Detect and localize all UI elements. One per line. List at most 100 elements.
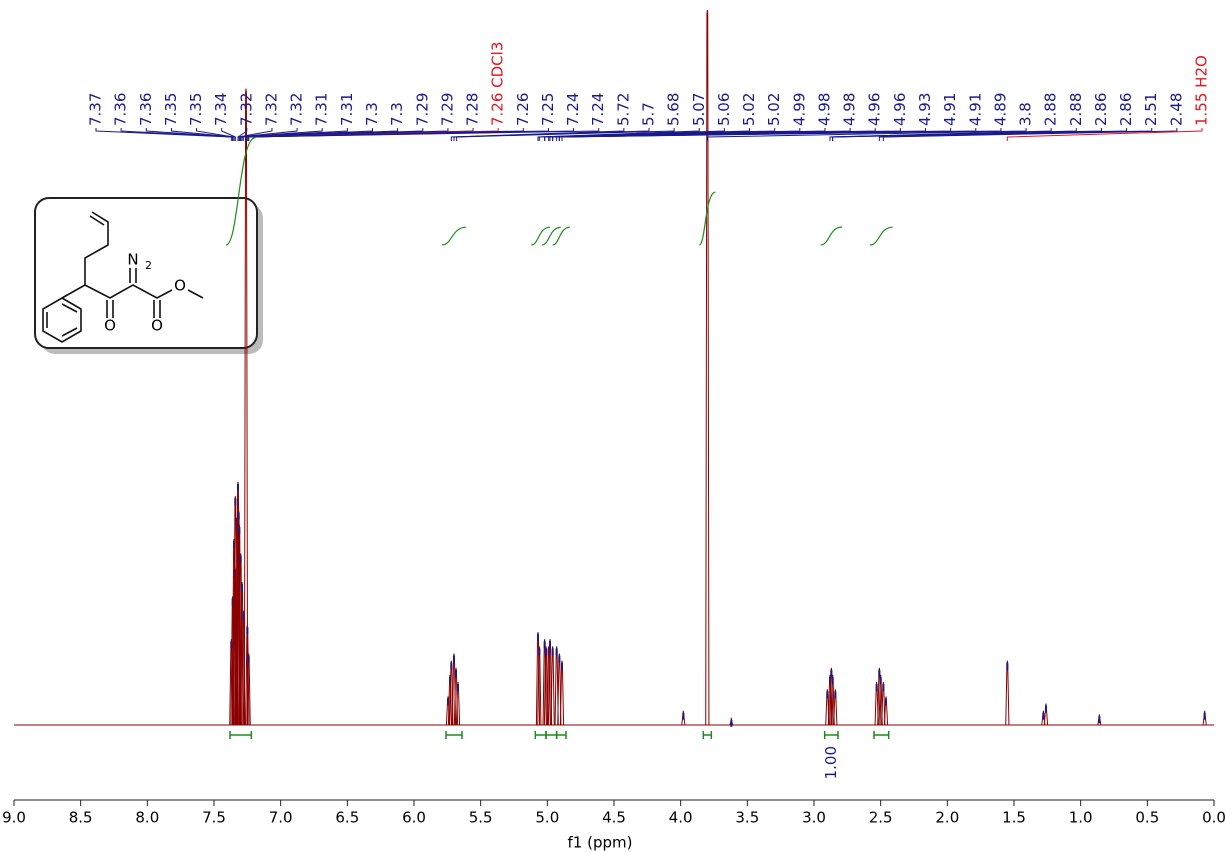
peak-label: 7.37 <box>87 93 105 126</box>
x-tick-label: 3.0 <box>802 809 826 827</box>
peak-label: 5.7 <box>640 102 658 126</box>
integral-label: 1.00 <box>822 746 840 779</box>
atom-label: O <box>151 317 163 335</box>
peak <box>236 510 241 726</box>
peak <box>883 696 889 726</box>
peak <box>874 682 879 726</box>
peak-label: 7.35 <box>187 93 205 126</box>
peak-label: 4.96 <box>891 93 909 126</box>
peak <box>1005 660 1010 726</box>
x-axis-label: f1 (ppm) <box>568 834 633 852</box>
x-tick-label: 3.5 <box>735 809 759 827</box>
integral-bracket <box>534 731 547 739</box>
peak-label: 2.88 <box>1042 93 1060 126</box>
x-tick-label: 8.5 <box>69 809 93 827</box>
peak-label: 7.34 <box>212 93 230 126</box>
peak-label: 7.25 <box>539 93 557 126</box>
x-tick-label: 2.0 <box>935 809 959 827</box>
peak-label: 4.89 <box>991 93 1009 126</box>
peak-label: 7.32 <box>237 93 255 126</box>
x-tick-label: 6.0 <box>402 809 426 827</box>
peak-label: 7.29 <box>438 93 456 126</box>
integral-curve <box>225 137 256 246</box>
integral-curve <box>869 226 893 246</box>
peak-label: 2.86 <box>1092 93 1110 126</box>
x-tick-label: 4.0 <box>669 809 693 827</box>
peak-label-connector <box>238 128 348 141</box>
x-tick-label: 7.0 <box>269 809 293 827</box>
atom-label: O <box>104 317 116 335</box>
peak-label: 4.98 <box>815 93 833 126</box>
peak <box>229 639 234 726</box>
peak <box>825 689 830 726</box>
peak-label: 2.86 <box>1117 93 1135 126</box>
peak-label-connector <box>1006 128 1203 141</box>
peak-label: 4.93 <box>916 93 934 126</box>
integral-curve <box>820 226 843 246</box>
x-tick-label: 1.5 <box>1002 809 1026 827</box>
integral-bracket <box>873 731 890 739</box>
peak-label-connector <box>145 128 234 141</box>
peak-label: 5.02 <box>765 93 783 126</box>
integral-curve <box>552 226 571 246</box>
peak <box>246 653 251 726</box>
peak-label: 7.24 <box>589 93 607 126</box>
peak-label: 2.88 <box>1067 93 1085 126</box>
integral-bracket <box>445 731 463 739</box>
peak-label: 7.26 CDCl3 <box>489 42 507 126</box>
peak <box>878 674 883 726</box>
x-tick-label: 1.0 <box>1069 809 1093 827</box>
peak <box>830 674 835 726</box>
peak-label: 7.31 <box>313 93 331 126</box>
x-tick-label: 7.5 <box>202 809 226 827</box>
peak-label: 2.51 <box>1142 93 1160 126</box>
integral-curve <box>441 226 467 246</box>
integral-bracket <box>545 731 558 739</box>
peak-label-connector <box>561 128 1002 141</box>
peak-label-connector <box>221 128 236 141</box>
peak-label-connector <box>706 128 1027 141</box>
peak-label: 5.02 <box>740 93 758 126</box>
peak-label-connector <box>95 128 232 141</box>
peak-label: 5.72 <box>614 93 632 126</box>
peak-label: 7.29 <box>413 93 431 126</box>
peak-label: 3.8 <box>1017 102 1035 126</box>
peak-label: 4.91 <box>966 93 984 126</box>
peak-label: 7.36 <box>137 93 155 126</box>
peak-label: 7.3 <box>363 102 381 126</box>
peak-label: 7.31 <box>338 93 356 126</box>
peak <box>547 639 553 726</box>
peak-label: 7.28 <box>464 93 482 126</box>
molecule <box>34 197 263 354</box>
peak-label: 7.35 <box>162 93 180 126</box>
peak <box>833 689 838 726</box>
x-tick-label: 0.5 <box>1135 809 1159 827</box>
peak <box>451 653 457 726</box>
peak-label: 4.98 <box>841 93 859 126</box>
integral-curve <box>698 191 716 246</box>
x-tick-label: 9.0 <box>2 809 26 827</box>
peak-label-connector <box>882 128 1178 141</box>
peak <box>557 653 562 726</box>
peak-label: 7.32 <box>262 93 280 126</box>
x-tick-label: 8.0 <box>135 809 159 827</box>
x-tick-label: 0.0 <box>1202 809 1226 827</box>
peak-label: 7.36 <box>112 93 130 126</box>
peak <box>455 682 461 726</box>
peak-label: 4.91 <box>941 93 959 126</box>
peak <box>550 646 555 726</box>
atom-label: O <box>174 277 186 295</box>
peak <box>705 9 710 726</box>
peak <box>537 646 542 726</box>
peak <box>449 660 454 726</box>
peak-label-connector <box>248 128 600 141</box>
x-tick-label: 2.5 <box>869 809 893 827</box>
atom-subscript: 2 <box>145 259 152 272</box>
peak <box>243 88 249 726</box>
integral-curve <box>541 226 561 246</box>
peak-label-connector <box>832 128 1128 141</box>
peak-label: 2.48 <box>1167 93 1185 126</box>
peak <box>453 667 459 726</box>
x-tick-label: 5.0 <box>535 809 559 827</box>
